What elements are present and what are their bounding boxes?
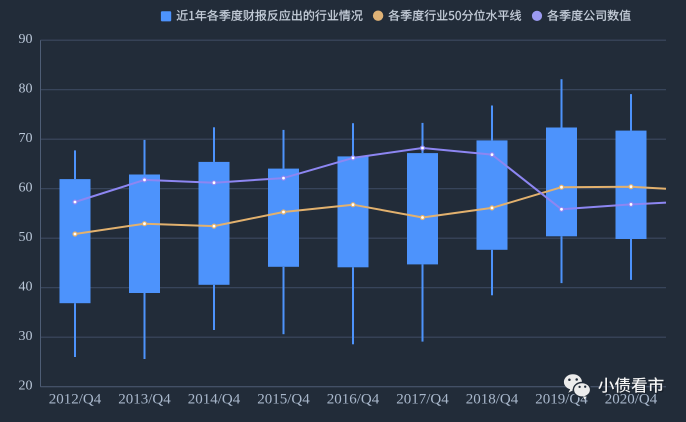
svg-text:30: 30 xyxy=(19,329,33,344)
svg-text:40: 40 xyxy=(19,280,33,295)
svg-text:2019/Q4: 2019/Q4 xyxy=(535,392,588,408)
svg-text:2014/Q4: 2014/Q4 xyxy=(188,392,241,408)
svg-text:60: 60 xyxy=(19,181,33,196)
svg-text:2020/Q4: 2020/Q4 xyxy=(605,392,658,408)
svg-text:80: 80 xyxy=(19,82,33,97)
svg-text:2018/Q4: 2018/Q4 xyxy=(466,392,519,408)
svg-text:2017/Q4: 2017/Q4 xyxy=(396,392,449,408)
svg-text:2013/Q4: 2013/Q4 xyxy=(118,392,171,408)
svg-text:2015/Q4: 2015/Q4 xyxy=(257,392,310,408)
svg-text:50: 50 xyxy=(19,230,33,245)
svg-text:70: 70 xyxy=(19,131,33,146)
svg-text:90: 90 xyxy=(19,32,33,47)
svg-text:20: 20 xyxy=(19,379,33,394)
svg-text:2012/Q4: 2012/Q4 xyxy=(49,392,102,408)
svg-text:2016/Q4: 2016/Q4 xyxy=(327,392,380,408)
